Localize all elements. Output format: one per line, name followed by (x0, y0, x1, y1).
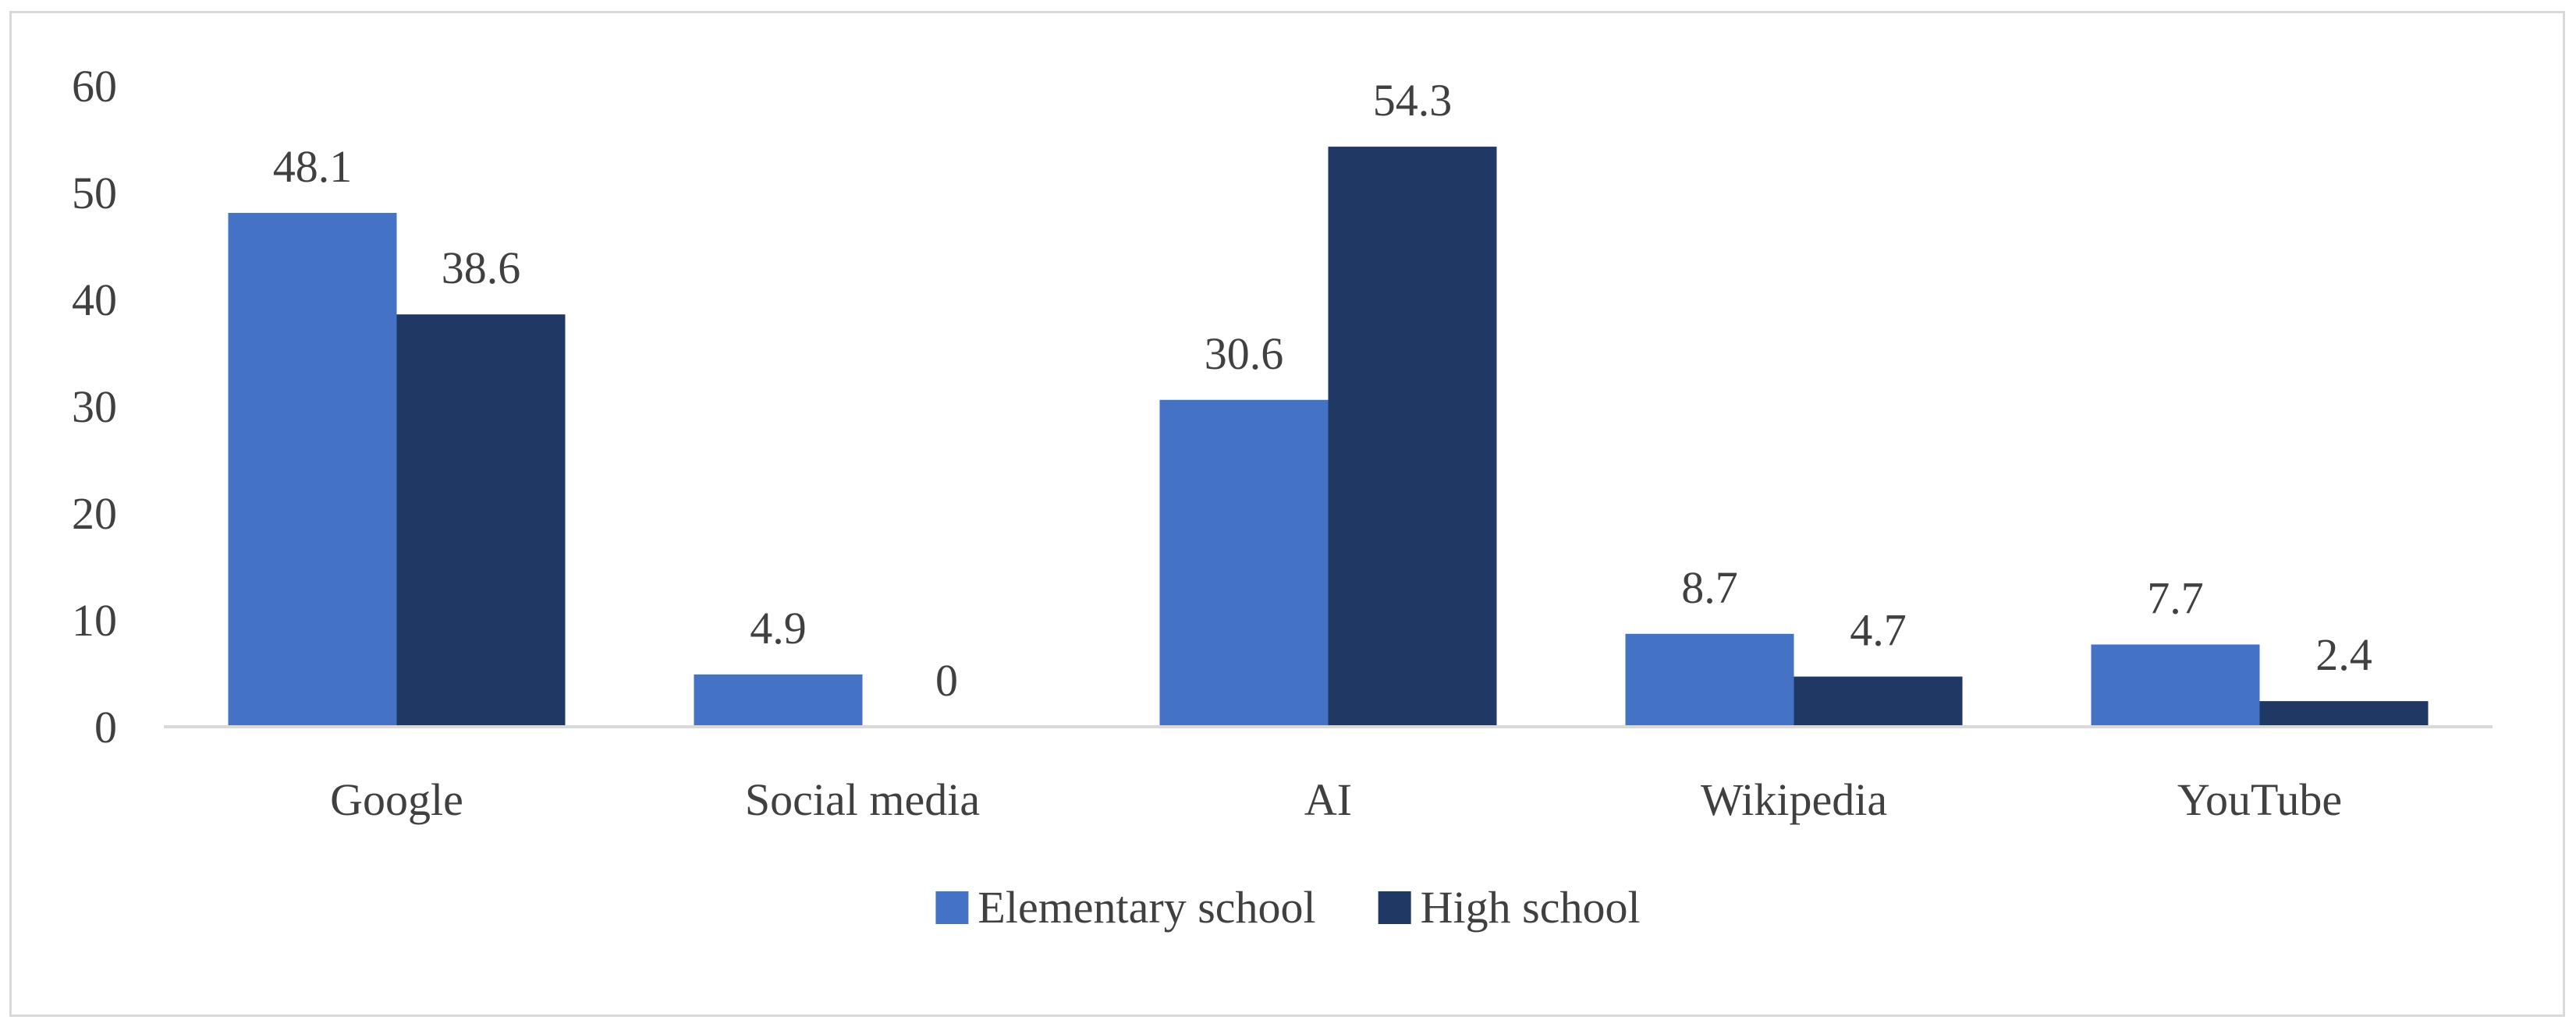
data-label-high-school: 4.7 (1850, 605, 1907, 656)
data-label-elementary-school: 7.7 (2147, 573, 2204, 624)
bars (229, 147, 2429, 727)
bar-high-school (2260, 701, 2429, 727)
y-tick-label: 0 (94, 702, 117, 753)
data-label-high-school: 0 (935, 655, 958, 706)
bar-high-school (1329, 147, 1497, 727)
legend: Elementary school High school (935, 882, 1640, 933)
data-label-high-school: 38.6 (442, 243, 521, 293)
data-label-elementary-school: 4.9 (750, 603, 807, 653)
legend-swatch-high-school (1378, 891, 1411, 924)
data-label-elementary-school: 48.1 (273, 141, 353, 192)
x-tick-label: Social media (745, 774, 980, 825)
x-tick-label: YouTube (2177, 774, 2342, 825)
bar-high-school (397, 314, 566, 727)
y-tick-label: 60 (72, 61, 117, 112)
bar-elementary-school (229, 213, 397, 727)
x-tick-label: Wikipedia (1701, 774, 1887, 825)
data-label-elementary-school: 30.6 (1205, 328, 1284, 379)
y-axis-ticks: 0 10 20 30 40 50 60 (72, 61, 117, 753)
y-tick-label: 40 (72, 274, 117, 325)
bar-high-school (1794, 677, 1963, 727)
x-tick-label: AI (1304, 774, 1352, 825)
y-tick-label: 30 (72, 381, 117, 432)
legend-swatch-elementary-school (935, 891, 968, 924)
x-tick-label: Google (330, 774, 463, 825)
data-label-high-school: 54.3 (1373, 75, 1453, 126)
bar-chart: 0 10 20 30 40 50 60 48.1 38.6 4.9 0 30.6 54.3 8.7 4.7… (0, 0, 2576, 1027)
legend-label-high-school: High school (1421, 882, 1641, 933)
data-label-elementary-school: 8.7 (1681, 562, 1738, 613)
bar-elementary-school (1160, 400, 1329, 727)
x-axis-labels: Google Social media AI Wikipedia YouTube (330, 774, 2342, 825)
legend-label-elementary-school: Elementary school (978, 882, 1315, 933)
bar-elementary-school (1626, 634, 1794, 727)
bar-elementary-school (2092, 645, 2260, 727)
y-tick-label: 10 (72, 595, 117, 646)
data-label-high-school: 2.4 (2315, 629, 2372, 680)
y-tick-label: 20 (72, 488, 117, 539)
y-tick-label: 50 (72, 168, 117, 218)
bar-elementary-school (694, 675, 863, 727)
